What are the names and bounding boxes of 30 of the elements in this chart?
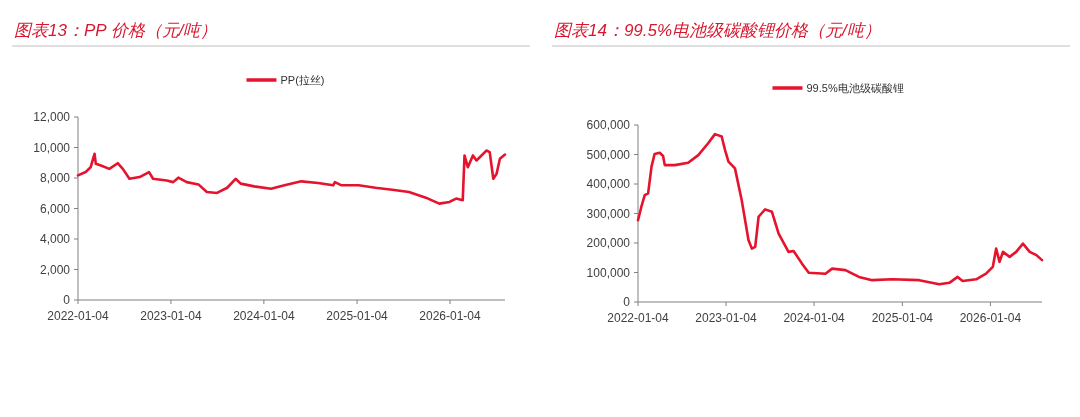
x-tick-label: 2023-01-04 (695, 311, 758, 325)
legend-label: 99.5%电池级碳酸锂 (806, 81, 904, 94)
x-tick-label: 2025-01-04 (326, 309, 389, 323)
y-tick-label: 12,000 (33, 110, 71, 125)
legend-label: PP(拉丝) (280, 73, 325, 86)
y-tick-label: 100,000 (586, 265, 631, 280)
y-tick-label: 400,000 (586, 177, 631, 192)
y-tick-label: 0 (63, 293, 71, 308)
y-tick-label: 200,000 (586, 236, 631, 251)
x-tick-label: 2025-01-04 (871, 311, 934, 325)
y-tick-label: 600,000 (586, 118, 631, 133)
x-tick-label: 2022-01-04 (47, 309, 110, 323)
y-tick-label: 0 (623, 295, 631, 310)
y-tick-label: 8,000 (39, 171, 71, 186)
chart-title: 图表13：PP 价格（元/吨） (14, 21, 218, 40)
line-series (636, 132, 1044, 286)
y-tick-label: 300,000 (586, 206, 631, 221)
y-tick-label: 500,000 (586, 147, 631, 162)
y-tick-label: 2,000 (39, 262, 71, 277)
x-tick-label: 2023-01-04 (140, 309, 202, 323)
line-series (76, 149, 507, 205)
x-tick-label: 2026-01-04 (419, 309, 482, 323)
y-tick-label: 6,000 (39, 201, 71, 216)
x-tick-label: 2022-01-04 (607, 311, 670, 325)
x-tick-label: 2026-01-04 (959, 311, 1022, 325)
x-tick-label: 2024-01-04 (783, 311, 846, 325)
x-tick-label: 2024-01-04 (233, 309, 295, 323)
y-tick-label: 10,000 (33, 140, 71, 155)
chart-title: 图表14：99.5%电池级碳酸锂价格（元/吨） (554, 21, 881, 40)
y-tick-label: 4,000 (39, 232, 71, 247)
